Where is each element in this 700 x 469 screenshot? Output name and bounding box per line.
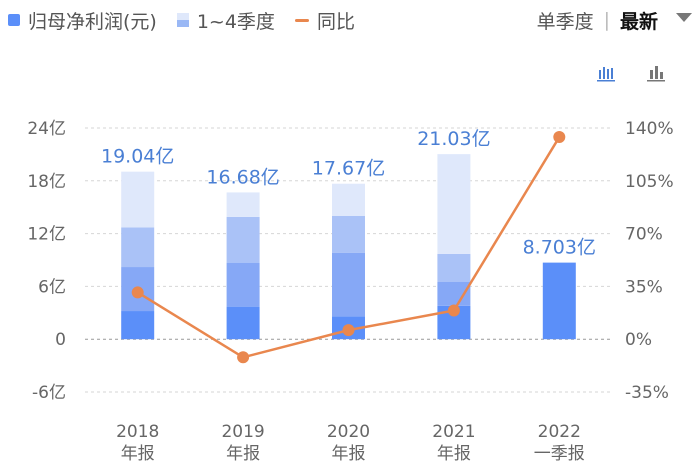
left-axis-tick-label: 18亿 [27, 172, 66, 192]
left-axis-tick-label: 6亿 [38, 277, 66, 297]
x-axis-tick-sublabel: 年报 [332, 444, 366, 464]
bar-segment [226, 192, 260, 217]
bar-segment [121, 227, 155, 268]
legend-label-yoy: 同比 [316, 10, 355, 33]
legend-item-yoy[interactable]: 同比 [294, 7, 355, 34]
bar-value-label: 16.68亿 [206, 166, 279, 188]
x-axis-tick-label: 2019 [221, 422, 264, 442]
x-axis-tick-label: 2018 [116, 422, 159, 442]
left-axis-tick-label: 12亿 [27, 225, 66, 245]
x-axis-tick-sublabel: 一季报 [534, 444, 585, 464]
bar-segment [542, 262, 576, 340]
x-axis-tick-label: 2020 [327, 422, 370, 442]
left-axis-tick-label: 24亿 [27, 119, 66, 139]
left-axis-tick-label: -6亿 [32, 383, 66, 403]
yoy-point [237, 351, 250, 364]
legend-item-quarters[interactable]: 1~4季度 [176, 7, 275, 34]
legend-swatch-yoy [294, 18, 309, 22]
period-toggle: 单季度 | 最新 [537, 6, 668, 34]
right-axis-tick-label: -35% [625, 383, 669, 403]
bar-segment [332, 252, 365, 317]
x-axis-tick-sublabel: 年报 [226, 444, 260, 464]
legend-label-quarters: 1~4季度 [196, 10, 275, 33]
yoy-point [342, 324, 355, 337]
chevron-down-icon[interactable] [676, 13, 692, 22]
bar-segment [437, 154, 471, 254]
bar-segment [437, 253, 471, 282]
bar-segment [226, 216, 260, 263]
legend-label-net-profit: 归母净利润(元) [28, 10, 157, 33]
right-axis-tick-label: 105% [625, 172, 674, 192]
x-axis-tick-label: 2021 [432, 422, 475, 442]
toggle-separator: | [603, 9, 610, 31]
yoy-point [553, 131, 566, 144]
yoy-point [131, 286, 144, 299]
right-axis-tick-label: 70% [625, 225, 663, 245]
bar-segment [226, 262, 260, 307]
x-axis-tick-sublabel: 年报 [121, 444, 155, 464]
bar-value-label: 21.03亿 [417, 128, 490, 150]
bar-value-label: 19.04亿 [101, 146, 174, 168]
x-axis-tick-sublabel: 年报 [437, 444, 471, 464]
legend-item-net-profit[interactable]: 归母净利润(元) [8, 7, 157, 34]
bar-chart-active-icon[interactable] [596, 64, 616, 82]
bar-segment [332, 216, 365, 253]
right-axis-tick-label: 0% [625, 330, 652, 350]
bar-segment [121, 171, 155, 228]
legend-swatch-quarters [176, 13, 189, 27]
right-axis-tick-label: 35% [625, 277, 663, 297]
toggle-latest[interactable]: 最新 [619, 10, 658, 33]
bar-chart-icon[interactable] [646, 64, 666, 82]
bar-segment [332, 183, 365, 216]
bar-value-label: 17.67亿 [312, 158, 385, 180]
bar-segment [121, 311, 155, 340]
left-axis-tick-label: 0 [55, 330, 66, 350]
toggle-single-quarter[interactable]: 单季度 [536, 10, 594, 33]
right-axis-tick-label: 140% [625, 119, 674, 139]
bar-segment [226, 306, 260, 340]
legend-swatch-net-profit [8, 14, 20, 26]
x-axis-tick-label: 2022 [538, 422, 581, 442]
bar-value-label: 8.703亿 [523, 237, 596, 259]
chart-legend: 归母净利润(元) 1~4季度 同比 [8, 6, 375, 34]
bar-segment [437, 282, 471, 306]
yoy-point [447, 304, 460, 317]
